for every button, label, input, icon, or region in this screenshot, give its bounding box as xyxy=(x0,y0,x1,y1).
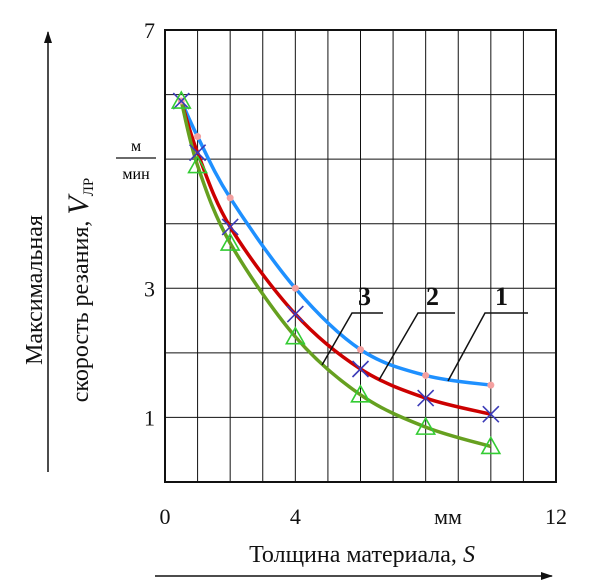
data-point-series-1 xyxy=(422,371,430,379)
series-layer xyxy=(179,100,492,449)
marker-layer xyxy=(170,90,502,455)
data-point-series-1 xyxy=(357,346,364,354)
data-point-series-3 xyxy=(170,90,192,109)
y-tick-label: 7 xyxy=(144,18,155,43)
y-tick-label: 1 xyxy=(144,405,155,430)
data-point-series-3 xyxy=(415,416,437,435)
data-point-series-2 xyxy=(482,405,500,423)
data-point-series-2 xyxy=(221,218,239,236)
y-axis-title-line1: Максимальная xyxy=(22,215,48,365)
y-tick-label: 3 xyxy=(144,276,155,301)
data-point-series-3 xyxy=(284,326,306,345)
data-point-series-2 xyxy=(286,305,304,323)
data-point-series-2 xyxy=(172,92,190,110)
series-line-3 xyxy=(179,100,492,449)
y-axis-title-group-2: скорость резания, VЛР xyxy=(62,178,97,402)
series-label-2: 2 xyxy=(426,282,439,311)
x-tick-label: 4 xyxy=(290,504,301,529)
y-axis-title-line2: скорость резания, VЛР xyxy=(62,178,97,402)
series-label-2-leader xyxy=(378,312,455,381)
data-point-series-1 xyxy=(487,381,495,389)
data-point-series-1 xyxy=(291,284,299,292)
x-tick-labels: 0 4 12 xyxy=(160,504,568,529)
series-label-3-leader xyxy=(321,312,383,366)
data-point-series-2 xyxy=(189,144,207,162)
data-point-series-3 xyxy=(219,232,241,251)
x-axis-title: Толщина материала, S xyxy=(249,542,475,568)
series-line-1 xyxy=(179,100,492,387)
y-unit-denominator: мин xyxy=(122,166,150,183)
data-point-series-1 xyxy=(226,194,234,202)
data-point-series-3 xyxy=(480,435,502,455)
x-tick-label: 0 xyxy=(160,504,171,529)
x-unit-label: мм xyxy=(434,504,462,529)
series-label-1-leader xyxy=(447,312,528,382)
y-axis-title-group: Максимальная xyxy=(22,215,48,365)
data-point-series-1 xyxy=(194,133,202,141)
grid xyxy=(165,30,556,482)
y-tick-labels: 1 3 7 xyxy=(144,18,155,430)
y-unit-numerator: м xyxy=(131,138,141,155)
series-line-2 xyxy=(179,100,492,416)
x-tick-label: 12 xyxy=(545,504,567,529)
plot-frame xyxy=(164,29,557,483)
data-point-series-3 xyxy=(350,384,371,403)
series-labels: 3 2 1 xyxy=(321,282,528,382)
data-point-series-3 xyxy=(187,154,208,174)
data-point-series-2 xyxy=(417,389,435,407)
series-label-3: 3 xyxy=(358,282,371,311)
series-label-1: 1 xyxy=(495,282,508,311)
data-point-series-2 xyxy=(351,360,370,378)
